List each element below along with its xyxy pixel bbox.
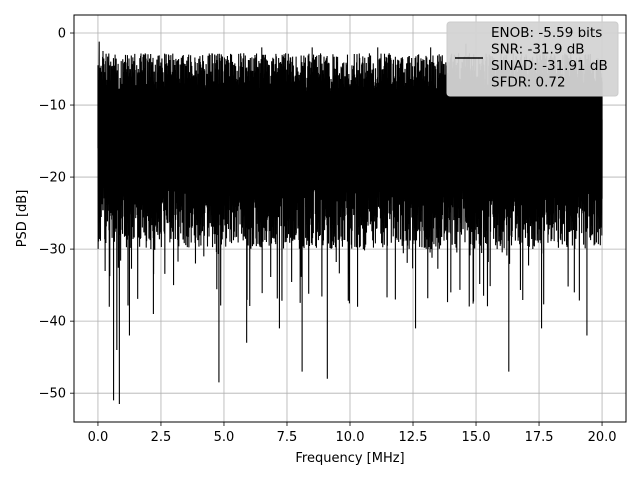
legend-entry-sfdr: SFDR: 0.72: [491, 75, 566, 91]
x-tick-label: 10.0: [336, 430, 365, 445]
x-axis-ticks: 0.0 2.5 5.0 7.5 10.0 12.5 15.0 17.5 20.0: [88, 422, 617, 445]
y-axis-ticks: 0 −10 −20 −30 −40 −50: [39, 27, 74, 402]
y-axis-label: PSD [dB]: [15, 190, 30, 248]
y-tick-label: −30: [39, 243, 66, 258]
x-axis-label: Frequency [MHz]: [295, 451, 404, 466]
x-tick-label: 2.5: [151, 430, 172, 445]
x-tick-label: 12.5: [399, 430, 428, 445]
legend-entry-snr: SNR: -31.9 dB: [491, 42, 585, 58]
x-tick-label: 7.5: [277, 430, 298, 445]
legend-entry-enob: ENOB: -5.59 bits: [491, 25, 602, 41]
x-tick-label: 20.0: [588, 430, 617, 445]
legend: ENOB: -5.59 bits SNR: -31.9 dB SINAD: -3…: [446, 21, 619, 97]
x-tick-label: 0.0: [88, 430, 109, 445]
x-tick-label: 15.0: [462, 430, 491, 445]
y-tick-label: −10: [39, 99, 66, 114]
y-tick-label: −50: [39, 387, 66, 402]
y-tick-label: −20: [39, 171, 66, 186]
legend-box: [446, 21, 619, 97]
x-tick-label: 5.0: [214, 430, 235, 445]
legend-entry-sinad: SINAD: -31.91 dB: [491, 58, 608, 74]
x-tick-label: 17.5: [525, 430, 554, 445]
y-tick-label: 0: [58, 27, 66, 42]
y-tick-label: −40: [39, 315, 66, 330]
